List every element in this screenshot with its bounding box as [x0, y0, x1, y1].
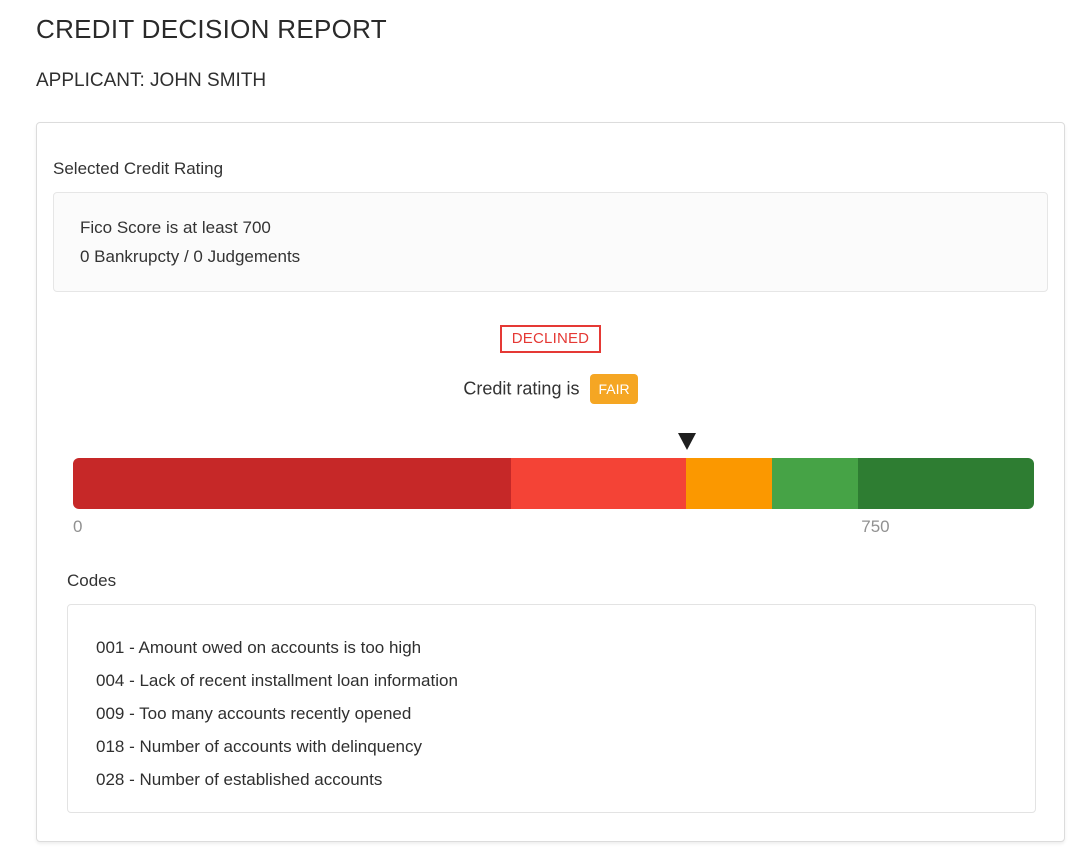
decision-status-row: DECLINED: [53, 325, 1048, 353]
scale-segment-very-poor: [73, 458, 512, 509]
credit-rating-row: Credit rating is FAIR: [53, 374, 1048, 404]
fico-score-criterion: Fico Score is at least 700: [80, 218, 271, 237]
codes-heading: Codes: [67, 571, 117, 590]
code-item: 004 - Lack of recent installment loan in…: [96, 671, 458, 690]
scale-segment-excellent: [858, 458, 1034, 509]
codes-section: Codes 001 - Amount owed on accounts is t…: [67, 571, 1036, 813]
scale-min-label: 0: [73, 517, 83, 536]
report-card: Selected Credit Rating Fico Score is at …: [36, 122, 1065, 842]
credit-score-scale: 0 750: [73, 433, 1034, 541]
codes-box: 001 - Amount owed on accounts is too hig…: [67, 604, 1036, 813]
code-item: 018 - Number of accounts with delinquenc…: [96, 737, 423, 756]
applicant-name: APPLICANT: JOHN SMITH: [36, 70, 267, 91]
codes-list: 001 - Amount owed on accounts is too hig…: [96, 631, 1007, 796]
declined-badge: DECLINED: [499, 325, 602, 353]
bankruptcy-judgements-criterion: 0 Bankrupcty / 0 Judgements: [80, 247, 301, 266]
scale-segment-poor: [511, 458, 687, 509]
scale-axis-labels: 0 750: [73, 517, 1034, 541]
selected-credit-rating-heading: Selected Credit Rating: [53, 159, 224, 178]
scale-bar-wrap: [73, 433, 1034, 509]
code-item: 028 - Number of established accounts: [96, 770, 383, 789]
rating-scale-bar: [73, 458, 1034, 509]
page-title: CREDIT DECISION REPORT: [36, 14, 387, 44]
scale-max-label: 750: [861, 517, 890, 536]
code-item: 001 - Amount owed on accounts is too hig…: [96, 638, 422, 657]
code-item: 009 - Too many accounts recently opened: [96, 704, 412, 723]
credit-rating-prefix: Credit rating is: [463, 378, 580, 399]
credit-criteria-box: Fico Score is at least 700 0 Bankrupcty …: [53, 192, 1048, 292]
scale-segment-good: [771, 458, 859, 509]
scale-segment-fair: [686, 458, 772, 509]
score-marker-icon: [678, 433, 697, 450]
fair-rating-badge: FAIR: [590, 374, 638, 404]
